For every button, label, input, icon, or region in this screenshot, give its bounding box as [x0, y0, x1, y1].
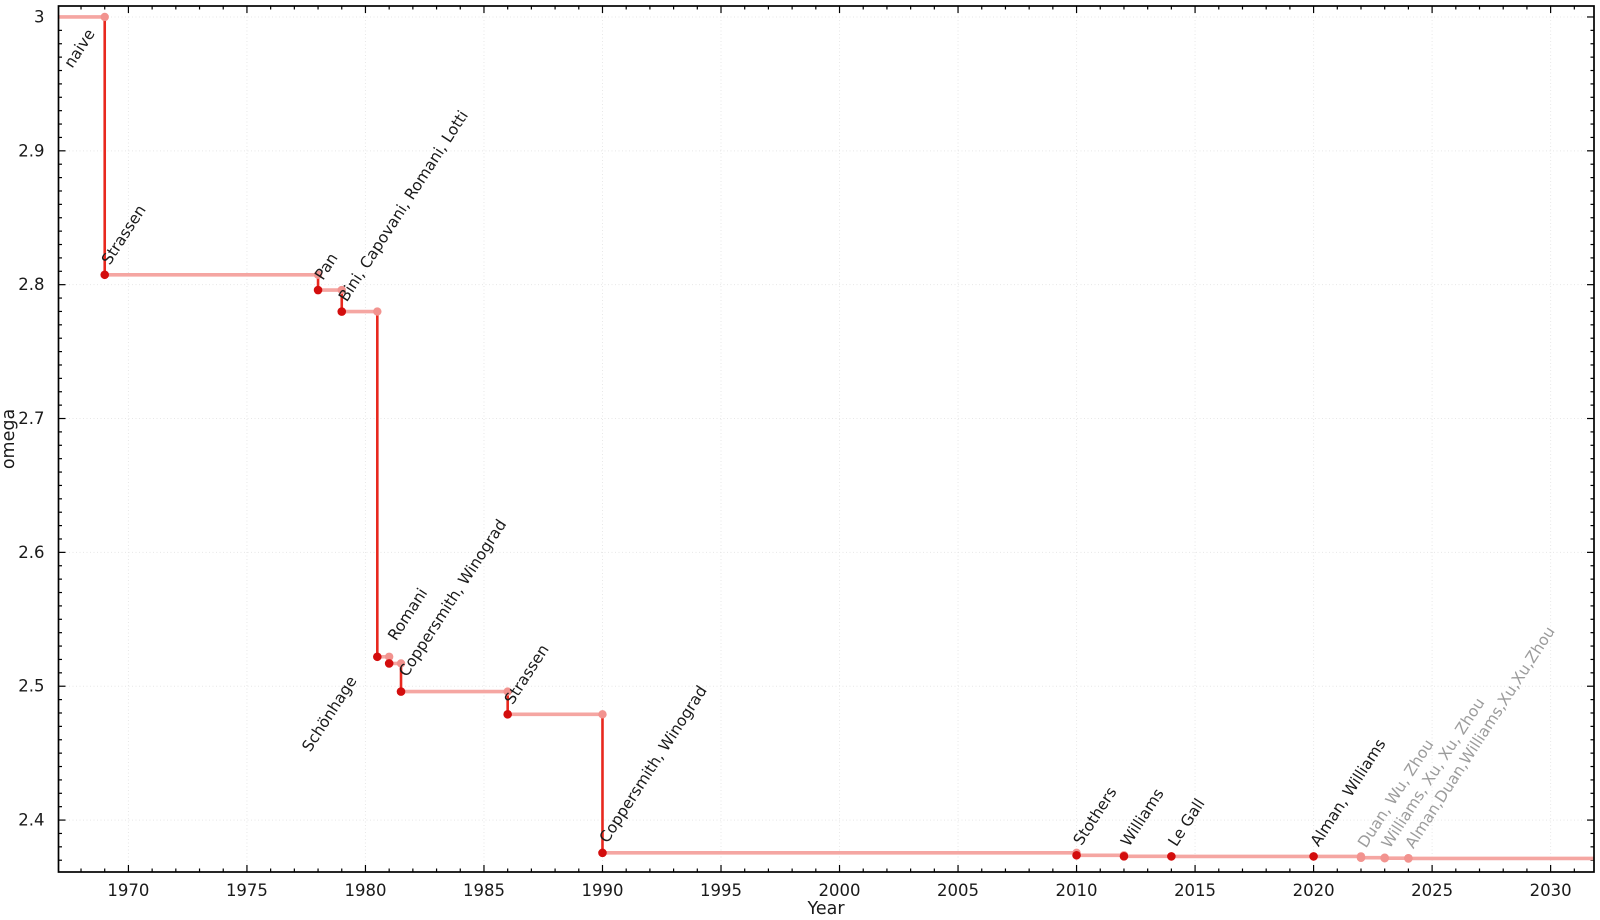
- marker-corner-1981.5: [396, 659, 406, 668]
- marker-corner-1978: [313, 270, 323, 279]
- marker-record-1981.5: [396, 687, 406, 696]
- annotation-williams-2012: Williams: [1117, 785, 1167, 849]
- annotation-coppersmith-winograd-1990: Coppersmith, Winograd: [596, 683, 711, 847]
- x-tick-label-2030: 2030: [1530, 881, 1572, 900]
- chart-layers: 1970 1975 1980 1985 1990 1995 2000 2005 2010 2015…: [18, 5, 1595, 900]
- marker-record-1979: [337, 307, 347, 316]
- y-tick-label-2.5: 2.5: [18, 677, 44, 696]
- marker-record-2024: [1404, 854, 1413, 863]
- marker-record-1978: [313, 285, 323, 295]
- y-axis-label: omega: [0, 409, 19, 469]
- x-tick-label-1990: 1990: [581, 881, 623, 900]
- marker-record-1990: [598, 848, 607, 858]
- annotation-strassen-1986: Strassen: [501, 641, 553, 707]
- x-tick-label-2015: 2015: [1174, 881, 1216, 900]
- x-tick-label-1995: 1995: [700, 881, 742, 900]
- y-tick-label-2.6: 2.6: [18, 543, 44, 562]
- marker-record-1969: [100, 270, 110, 280]
- x-tick-label-1980: 1980: [344, 881, 386, 900]
- annotation-bini-capovani-romani-lotti-1979: Bini, Capovani, Romani, Lotti: [335, 107, 472, 304]
- annotation-le-gall-2014: Le Gall: [1165, 795, 1209, 849]
- marker-corner-1980.5: [373, 307, 382, 316]
- x-tick-label-2020: 2020: [1293, 881, 1335, 900]
- marker-corner-1979: [337, 285, 346, 295]
- marker-record-2014: [1167, 852, 1176, 861]
- x-tick-label-2000: 2000: [819, 881, 861, 900]
- marker-record-2022: [1356, 853, 1366, 863]
- marker-corner-1969: [100, 12, 109, 22]
- x-tick-label-2010: 2010: [1056, 881, 1098, 900]
- marker-corner-1990: [598, 710, 607, 719]
- annotation-williams-xu-xu-zhou-2023: Williams, Xu, Xu, Zhou: [1378, 695, 1488, 852]
- x-tick-label-1985: 1985: [463, 881, 505, 900]
- marker-record-2010: [1072, 850, 1081, 860]
- marker-corner-1981: [384, 652, 394, 661]
- annotation-naive: naive: [61, 26, 99, 71]
- marker-record-2023: [1380, 853, 1389, 863]
- annotation-stothers-2010: Stothers: [1070, 784, 1121, 849]
- x-tick-label-2025: 2025: [1411, 881, 1453, 900]
- x-axis-label: Year: [806, 899, 845, 919]
- y-tick-label-2.4: 2.4: [18, 811, 44, 830]
- x-tick-label-1970: 1970: [107, 881, 149, 900]
- annotation-alman-duan-williams-xu-xu-zhou-2024: Alman,Duan,Williams,Xu,Xu,Zhou: [1402, 623, 1559, 851]
- plot-border: [57, 5, 1595, 873]
- marker-record-2020: [1309, 852, 1318, 861]
- marker-record-1986: [503, 710, 512, 719]
- y-tick-label-2.7: 2.7: [18, 409, 44, 428]
- marker-record-1981: [384, 659, 394, 668]
- marker-corner-1986: [503, 687, 512, 696]
- x-tick-label-1975: 1975: [226, 881, 268, 900]
- y-tick-label-2.9: 2.9: [18, 141, 44, 160]
- x-tick-label-2005: 2005: [937, 881, 979, 900]
- annotation-sch-nhage-1980.5: Schönhage: [299, 673, 361, 755]
- marker-record-2012: [1119, 852, 1129, 861]
- y-tick-label-2.8: 2.8: [18, 275, 44, 294]
- marker-record-1980.5: [373, 652, 382, 662]
- y-tick-label-3: 3: [34, 7, 45, 26]
